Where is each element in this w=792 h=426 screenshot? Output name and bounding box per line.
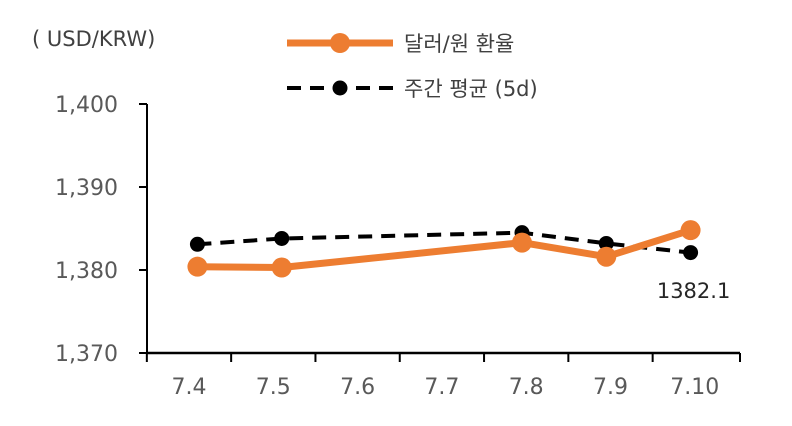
x-tick-label: 7.9 — [593, 375, 628, 400]
exchange-rate-point — [271, 257, 292, 278]
x-axis: 7.4 7.5 7.6 7.7 7.8 7.9 7.10 — [145, 351, 741, 400]
x-tick-label: 7.8 — [509, 375, 544, 400]
weekly-average-point — [189, 236, 205, 252]
series-layer — [187, 220, 701, 278]
x-tick-label: 7.10 — [670, 375, 719, 400]
exchange-rate-point — [511, 232, 532, 253]
exchange-rate-point — [680, 220, 701, 241]
x-tick-label: 7.5 — [256, 375, 291, 400]
weekly-average-point — [274, 230, 290, 246]
y-tick-label: 1,390 — [55, 176, 118, 201]
y-tick-label: 1,370 — [55, 342, 118, 367]
legend-label: 달러/원 환율 — [404, 32, 514, 56]
legend-weekly-average-marker — [332, 80, 348, 96]
data-label: 1382.1 — [657, 279, 730, 303]
y-tick-label: 1,380 — [55, 259, 118, 284]
x-tick-label: 7.7 — [424, 375, 459, 400]
y-tick-label: 1,400 — [55, 93, 118, 118]
x-tick-label: 7.6 — [340, 375, 375, 400]
legend-exchange-rate-marker — [330, 33, 350, 53]
exchange-rate-point — [187, 256, 208, 277]
y-axis-unit-label: ( USD/KRW) — [32, 27, 155, 51]
annotation-layer: 1382.1 — [657, 279, 730, 303]
exchange-rate-point — [596, 246, 617, 267]
exchange-rate-line — [197, 226, 692, 271]
x-tick-label: 7.4 — [172, 375, 207, 400]
weekly-average-point — [683, 245, 699, 261]
legend-label: 주간 평균 (5d) — [404, 77, 538, 101]
weekly-average-point — [598, 235, 614, 251]
y-axis: 1,370 1,380 1,390 1,400 — [55, 93, 148, 367]
